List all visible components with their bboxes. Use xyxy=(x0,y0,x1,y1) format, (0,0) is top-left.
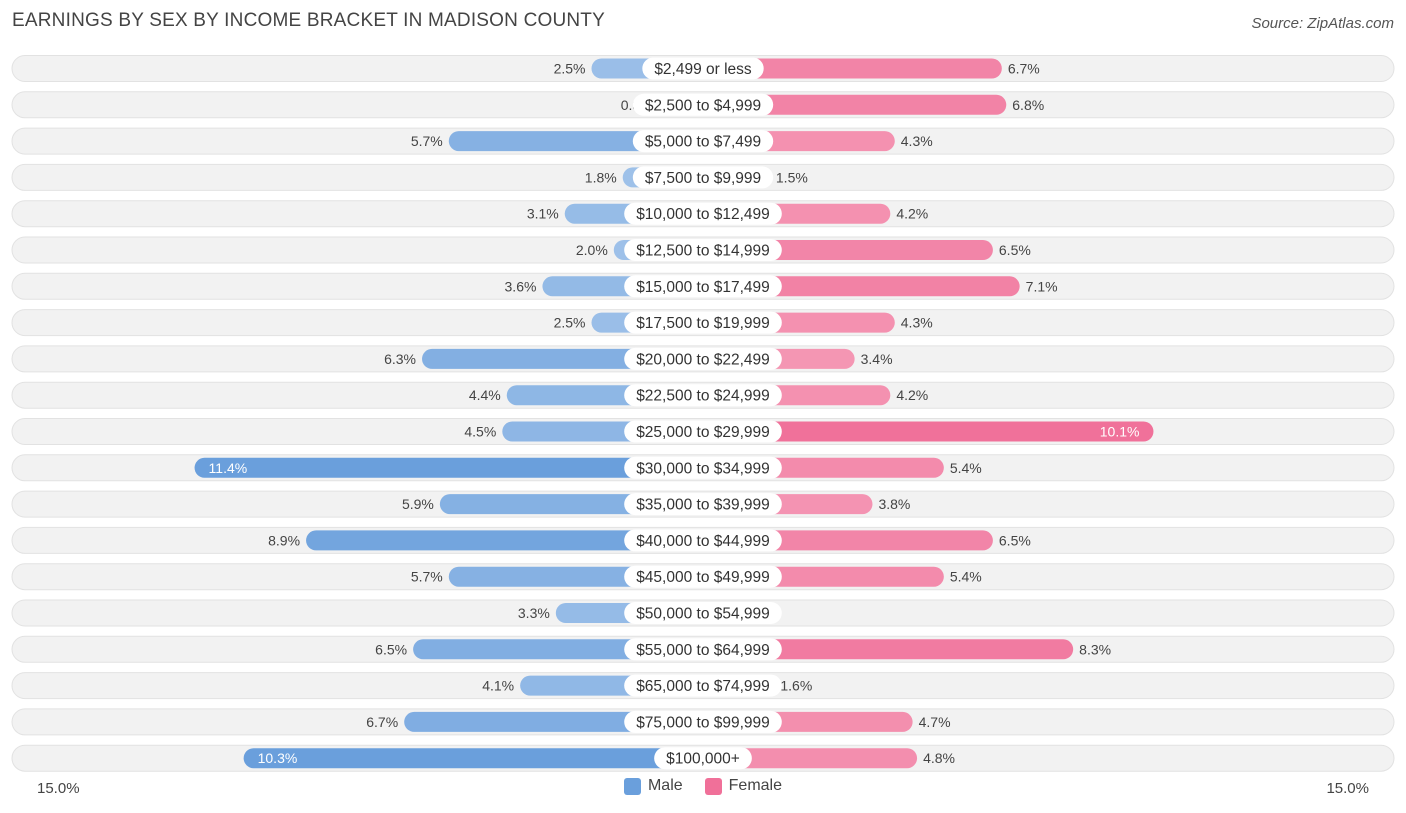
category-label-pill xyxy=(624,384,782,407)
male-value-label: 3.3% xyxy=(518,605,550,621)
category-label: $20,000 to $22,499 xyxy=(636,351,770,368)
category-label-pill xyxy=(632,166,774,189)
category-label: $17,500 to $19,999 xyxy=(636,315,770,332)
chart-source: Source: ZipAtlas.com xyxy=(1251,15,1394,32)
male-value-label: 3.1% xyxy=(527,206,559,222)
female-bar xyxy=(703,94,1007,115)
male-value-label: 3.6% xyxy=(505,278,537,294)
female-value-label: 4.3% xyxy=(901,315,933,331)
male-bar xyxy=(194,457,703,478)
female-value-label: 5.4% xyxy=(950,569,982,585)
category-label: $50,000 to $54,999 xyxy=(636,606,770,623)
category-label: $100,000+ xyxy=(666,751,740,768)
male-value-label: 5.7% xyxy=(411,569,443,585)
legend-item-female[interactable]: Female xyxy=(704,777,783,795)
female-bar xyxy=(703,421,1154,442)
category-label-pill xyxy=(632,130,774,153)
category-label: $22,500 to $24,999 xyxy=(636,388,770,405)
female-value-label: 4.7% xyxy=(919,714,951,730)
category-label-pill xyxy=(624,565,782,588)
category-label-pill xyxy=(624,239,782,261)
male-value-label: 5.7% xyxy=(411,133,443,149)
chart-legend: Male Female xyxy=(0,777,1406,795)
male-bar xyxy=(243,748,703,769)
legend-label-male: Male xyxy=(647,777,683,794)
female-value-label: 3.8% xyxy=(878,496,910,512)
category-label: $55,000 to $64,999 xyxy=(636,642,770,659)
male-value-label: 6.7% xyxy=(366,714,398,730)
category-label-pill xyxy=(624,456,782,479)
category-label: $15,000 to $17,499 xyxy=(636,279,770,296)
female-value-label: 10.1% xyxy=(1100,424,1140,440)
category-label-pill xyxy=(632,93,774,116)
female-value-label: 1.6% xyxy=(780,678,812,694)
male-value-label: 4.5% xyxy=(464,424,496,440)
male-value-label: 6.3% xyxy=(384,351,416,367)
category-label-pill xyxy=(624,347,782,370)
female-value-label: 4.8% xyxy=(923,750,955,766)
category-label: $40,000 to $44,999 xyxy=(636,533,770,550)
female-value-label: 1.5% xyxy=(776,169,808,185)
category-label: $10,000 to $12,499 xyxy=(636,206,770,223)
female-value-label: 7.1% xyxy=(1026,278,1058,294)
category-label-pill xyxy=(624,202,782,225)
category-label-pill xyxy=(624,710,782,733)
female-value-label: 4.3% xyxy=(901,133,933,149)
female-value-label: 3.4% xyxy=(861,351,893,367)
category-label-pill xyxy=(624,638,782,661)
male-value-label: 2.5% xyxy=(554,315,586,331)
male-bar xyxy=(306,530,703,551)
legend-swatch-male xyxy=(623,777,641,795)
category-label: $25,000 to $29,999 xyxy=(636,424,770,441)
female-value-label: 4.2% xyxy=(896,206,928,222)
category-label: $45,000 to $49,999 xyxy=(636,569,770,586)
female-bar xyxy=(703,748,918,769)
category-label: $30,000 to $34,999 xyxy=(636,460,770,477)
male-value-label: 10.3% xyxy=(258,750,298,766)
category-label: $7,500 to $9,999 xyxy=(645,170,761,187)
legend-label-female: Female xyxy=(728,777,783,794)
male-value-label: 4.1% xyxy=(482,678,514,694)
category-label-pill xyxy=(624,311,782,334)
female-value-label: 6.7% xyxy=(1008,61,1040,77)
category-label: $5,000 to $7,499 xyxy=(645,134,761,151)
female-value-label: 5.4% xyxy=(950,460,982,476)
category-label-pill xyxy=(624,602,782,624)
category-label-pill xyxy=(624,493,782,516)
female-value-label: 4.2% xyxy=(896,387,928,403)
chart-title: EARNINGS BY SEX BY INCOME BRACKET IN MAD… xyxy=(12,10,605,31)
male-value-label: 2.0% xyxy=(576,242,608,258)
x-axis-right-label: 15.0% xyxy=(1326,780,1369,797)
category-label-pill xyxy=(624,674,782,697)
female-bar xyxy=(703,276,1020,297)
female-bar xyxy=(703,639,1074,660)
male-value-label: 11.4% xyxy=(209,460,248,476)
male-value-label: 1.8% xyxy=(585,169,617,185)
category-label: $12,500 to $14,999 xyxy=(636,243,770,260)
category-label: $75,000 to $99,999 xyxy=(636,714,770,731)
male-value-label: 4.4% xyxy=(469,387,501,403)
female-value-label: 6.5% xyxy=(999,242,1031,258)
category-label-pill xyxy=(654,747,752,770)
legend-item-male[interactable]: Male xyxy=(623,777,683,795)
female-value-label: 6.5% xyxy=(999,532,1031,548)
male-value-label: 8.9% xyxy=(268,532,300,548)
category-label: $35,000 to $39,999 xyxy=(636,497,770,514)
female-value-label: 8.3% xyxy=(1079,641,1111,657)
legend-swatch-female xyxy=(704,777,722,795)
category-label-pill xyxy=(624,275,782,298)
male-value-label: 2.5% xyxy=(554,61,586,77)
category-label-pill xyxy=(624,420,782,443)
category-label: $2,500 to $4,999 xyxy=(645,97,761,114)
category-label: $2,499 or less xyxy=(654,61,752,78)
x-axis-left-label: 15.0% xyxy=(37,780,80,797)
category-label-pill xyxy=(624,529,782,552)
male-value-label: 6.5% xyxy=(375,641,407,657)
male-value-label: 5.9% xyxy=(402,496,434,512)
female-value-label: 6.8% xyxy=(1012,97,1044,113)
category-label: $65,000 to $74,999 xyxy=(636,678,770,695)
female-bar xyxy=(703,58,1002,79)
category-label-pill xyxy=(642,57,764,80)
